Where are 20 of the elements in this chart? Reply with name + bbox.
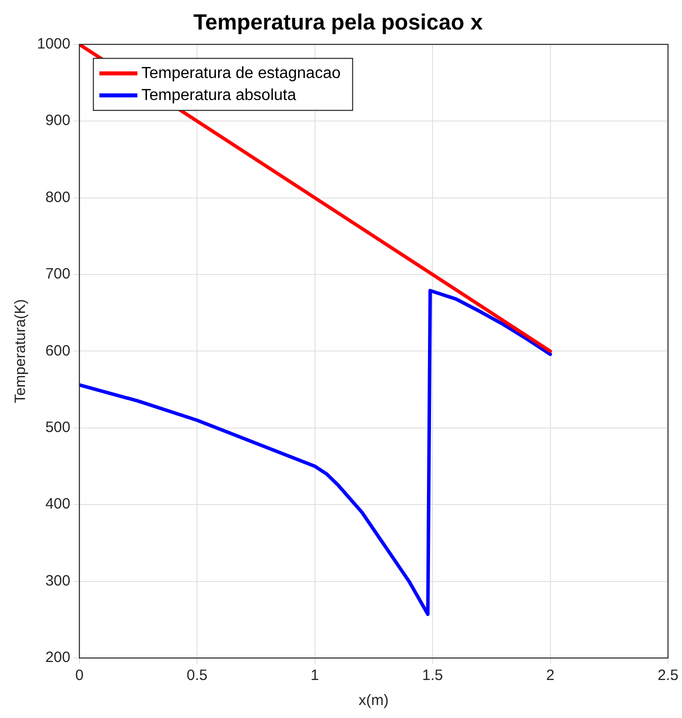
- legend-label: Temperatura de estagnacao: [141, 64, 341, 82]
- y-tick-label: 400: [45, 496, 70, 513]
- x-axis-title: x(m): [358, 692, 389, 710]
- y-tick-label: 200: [45, 649, 70, 666]
- x-tick-label: 1: [310, 667, 319, 684]
- y-tick-label: 300: [45, 572, 70, 590]
- y-axis-title: Temperatura(K): [12, 299, 30, 404]
- y-tick-label: 600: [45, 342, 70, 360]
- y-tick-label: 1000: [36, 36, 70, 53]
- y-tick-label: 700: [45, 266, 70, 283]
- y-tick-label: 500: [45, 419, 70, 436]
- x-tick-label: 2: [546, 667, 554, 684]
- y-tick-label: 800: [45, 188, 70, 206]
- chart-title: Temperatura pela posicao x: [193, 9, 484, 34]
- x-tick-label: 2.5: [658, 667, 678, 684]
- x-tick-label: 0: [75, 667, 84, 684]
- legend-label: Temperatura absoluta: [141, 86, 296, 104]
- x-tick-label: 0.5: [186, 667, 208, 684]
- y-tick-label: 900: [45, 112, 70, 130]
- x-tick-label: 1.5: [422, 667, 443, 684]
